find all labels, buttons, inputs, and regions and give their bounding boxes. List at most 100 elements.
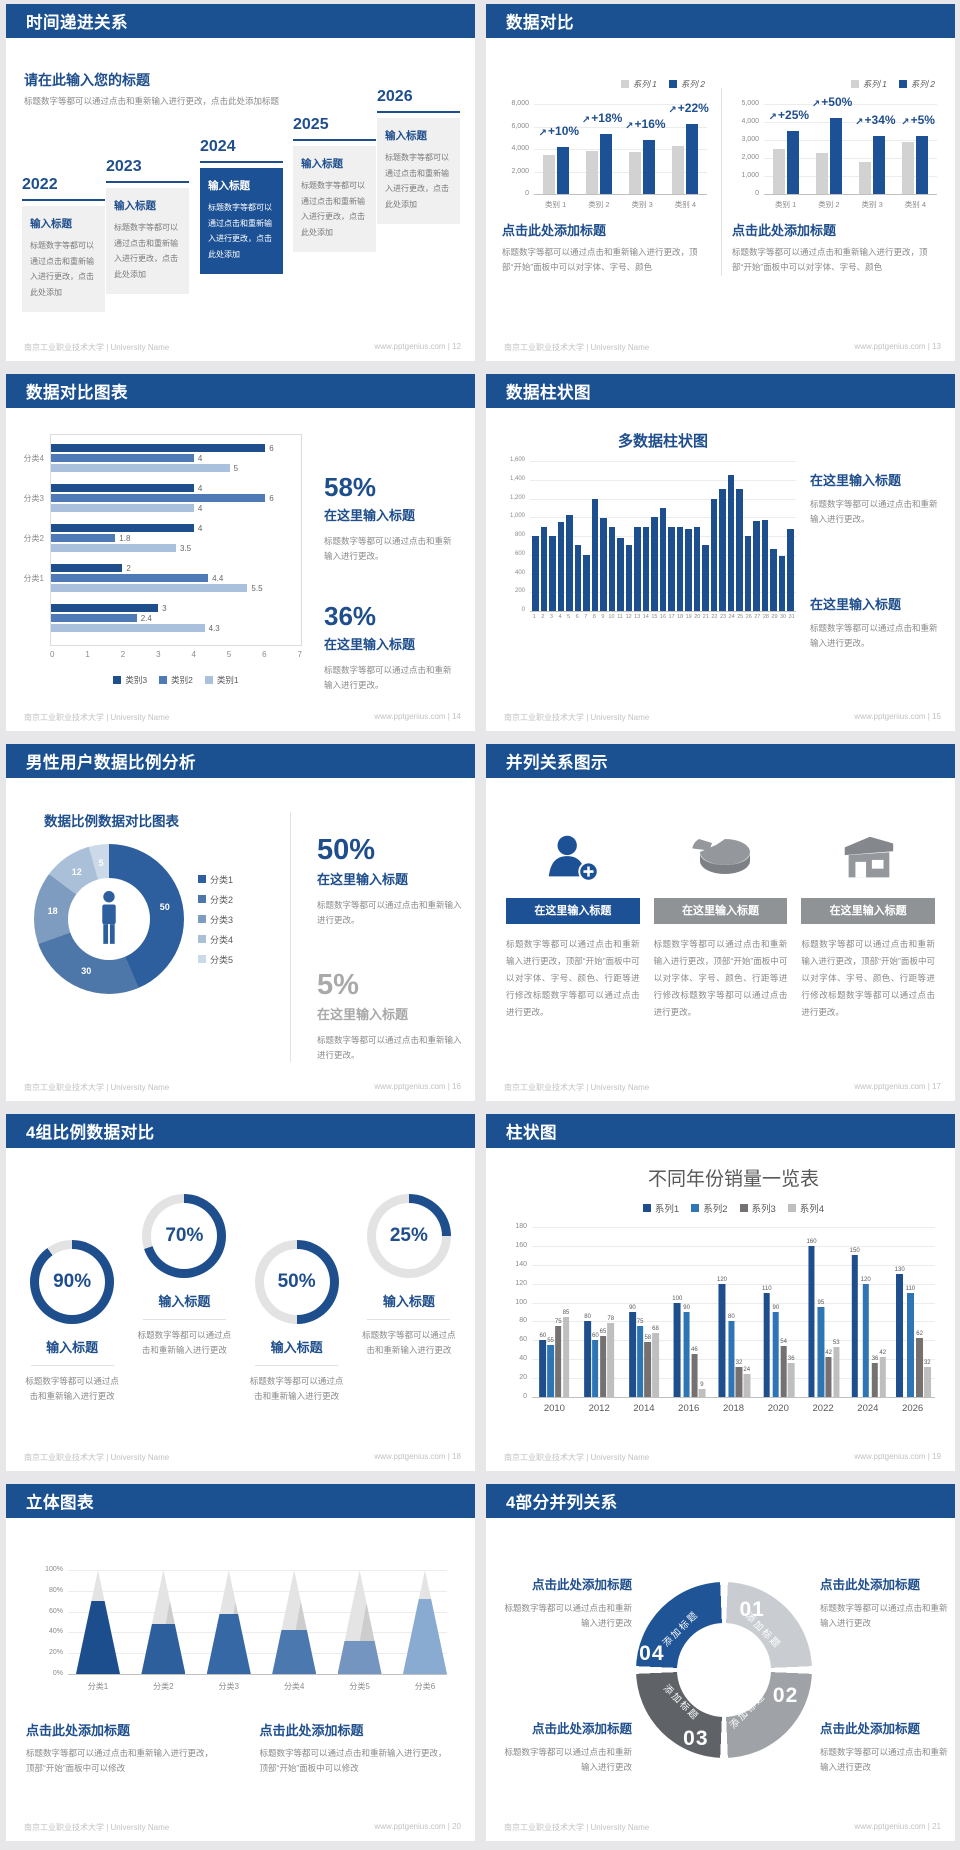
slide-ratio-rings[interactable]: 4组比例数据对比 90% 输入标题 标题数字等都可以通过点击和重新输入进行更改 … <box>6 1114 475 1471</box>
bar <box>676 526 684 611</box>
growth-label: ↗ +5% <box>901 113 935 128</box>
text-block: 在这里输入标题 标题数字等都可以通过点击和重新输入进行更改。 <box>810 594 940 652</box>
x-axis-labels: 1 2 3 4 5 6 7 8 9 10 11 12 13 14 15 16 17 18 19 20 21 22 23 24 2… <box>530 614 796 620</box>
chart-legend: 类别3 类别2 类别1 <box>50 671 302 689</box>
legend-swatch <box>204 676 213 684</box>
legend-label: 分类2 <box>210 894 234 905</box>
bar <box>896 1274 903 1397</box>
slide-male-ratio-analysis[interactable]: 男性用户数据比例分析 数据比例数据对比图表 <box>6 744 475 1101</box>
block-text: 标题数字等都可以通过点击和重新输入进行更改。 <box>810 622 938 648</box>
slide-column-chart[interactable]: 数据柱状图 多数据柱状图 1,600 1,400 1,200 1,000 800 600 4… <box>486 374 955 731</box>
growth-label: ↗ +25% <box>769 108 809 123</box>
pyramid <box>402 1570 447 1674</box>
bar-group: ↗ +10% 类别 1 <box>534 104 579 209</box>
growth-label: ↗ +50% <box>812 95 852 110</box>
stat-text: 标题数字等都可以通过点击和重新输入进行更改。 <box>324 664 452 690</box>
slide-data-comparison[interactable]: 数据对比 系列 1 系列 2 8,000 6,000 4,000 2,000 0 ↗ +10… <box>486 4 955 361</box>
timeline-year: 2026 <box>377 88 460 113</box>
footer-site: www.pptgenius.com <box>374 342 446 351</box>
bar-series2 <box>556 146 569 194</box>
timeline-item-2024-highlighted[interactable]: 2024 输入标题 标题数字等都可以通过点击和重新输入进行更改，点击此处添加 <box>200 138 283 274</box>
slide-data-comparison-chart[interactable]: 数据对比图表 6 4 5 分类4 4 6 4 分类3 4 1.8 3.5 分类2 2 4.4 5.5 分类1 3… <box>6 374 475 731</box>
hbar-group: 3 2.4 4.3 <box>51 603 301 643</box>
vertical-divider <box>721 88 722 276</box>
y-axis-tick: 8,000 <box>511 100 529 107</box>
legend-swatch <box>691 1204 700 1212</box>
bar <box>871 1363 879 1397</box>
hbar-row: 3 <box>51 603 301 613</box>
y-axis-tick: 40% <box>48 1628 63 1636</box>
bar-value-label: 42 <box>879 1350 887 1357</box>
progress-ring: 50% <box>254 1240 339 1324</box>
timeline-box: 输入标题 标题数字等都可以通过点击和重新输入进行更改，点击此处添加 <box>106 188 189 294</box>
bar-cell: 80 <box>728 1314 735 1397</box>
progress-ring: 90% <box>30 1240 115 1324</box>
x-axis-label: 分类1 <box>87 1682 109 1691</box>
x-axis-number: 10 <box>608 614 615 620</box>
timeline-item-2023[interactable]: 2023 输入标题 标题数字等都可以通过点击和重新输入进行更改，点击此处添加 <box>106 158 189 294</box>
slide-yearly-sales-chart[interactable]: 柱状图 不同年份销量一览表 系列1 系列2 系列3 系列4 180 160 140 120 1… <box>486 1114 955 1471</box>
x-axis-number: 17 <box>668 614 675 620</box>
slide-footer: 南京工业职业技术大学 | University Name www.pptgeni… <box>504 342 941 353</box>
bar-value-label: 80 <box>584 1314 591 1321</box>
timeline-item-2022[interactable]: 2022 输入标题 标题数字等都可以通过点击和重新输入进行更改，点击此处添加 <box>22 176 105 312</box>
grid-line <box>764 104 937 105</box>
footer-university: 南京工业职业技术大学 | University Name <box>24 343 170 352</box>
bar-cell: 36 <box>788 1356 795 1397</box>
hbar-value: 2.4 <box>140 613 152 623</box>
grid-line <box>764 140 937 141</box>
x-axis-number: 23 <box>719 614 727 620</box>
x-axis-label: 类别 4 <box>674 200 696 209</box>
bar-pair <box>629 104 656 194</box>
timeline-item-2025[interactable]: 2025 输入标题 标题数字等都可以通过点击和重新输入进行更改，点击此处添加 <box>293 116 376 252</box>
legend-item: 系列2 <box>691 1201 728 1215</box>
slide-content: 系列 1 系列 2 8,000 6,000 4,000 2,000 0 ↗ +10% 类别 1… <box>486 38 955 328</box>
bar-pair <box>902 104 929 194</box>
footer-university: 南京工业职业技术大学 | University Name <box>504 713 650 722</box>
bar-group: ↗ +16% 类别 3 <box>621 104 665 209</box>
slice-value: 18 <box>47 905 58 916</box>
timeline-box: 输入标题 标题数字等都可以通过点击和重新输入进行更改，点击此处添加 <box>200 168 283 274</box>
y-axis-tick: 120 <box>515 1279 527 1287</box>
hbar-fill <box>51 574 209 582</box>
hbar-value: 3.5 <box>180 543 192 553</box>
year-group: 80 60 65 78 2012 <box>577 1227 622 1414</box>
hbar-fill <box>51 444 266 452</box>
bar-value-label: 160 <box>806 1238 817 1245</box>
footer-site: www.pptgenius.com <box>854 1452 926 1461</box>
slide-parallel-relation[interactable]: 并列关系图示 在这里输入标题 标题数字等都可以通过点击和重新输入进行更改，顶部“… <box>486 744 955 1101</box>
x-axis-number: 20 <box>694 614 701 620</box>
hbar-row: 6 <box>51 493 301 503</box>
x-axis-number: 16 <box>659 614 667 620</box>
grid-line <box>68 1590 447 1592</box>
timeline-year: 2025 <box>293 116 376 141</box>
bar <box>735 1366 743 1397</box>
bar <box>591 498 599 611</box>
bar-cell: 68 <box>652 1326 659 1397</box>
legend-label: 分类5 <box>210 954 234 965</box>
x-axis-number: 19 <box>685 614 692 620</box>
slide-3d-chart[interactable]: 立体图表 100% 80% 60% 40% 20% 0% 分类1 分类2 分类3 分类4 分类5 分类… <box>6 1484 475 1841</box>
slide-four-part-relation[interactable]: 4部分并列关系 01 添加标题 02 添加标题 03 添加标题 04 添加标题 点击此处添加标… <box>486 1484 955 1841</box>
hbar-fill <box>51 534 116 542</box>
slide-title: 4组比例数据对比 <box>26 1124 155 1142</box>
stat-heading: 在这里输入标题 <box>317 872 409 887</box>
hbar-value: 6 <box>269 443 274 453</box>
slide-footer: 南京工业职业技术大学 | University Name www.pptgeni… <box>24 1452 461 1463</box>
slide-time-progression[interactable]: 时间递进关系 请在此输入您的标题 标题数字等都可以通过点击和重新输入进行更改，点… <box>6 4 475 361</box>
slide-title: 男性用户数据比例分析 <box>26 754 196 772</box>
bar-cell: 100 <box>672 1296 682 1397</box>
timeline-item-2026[interactable]: 2026 输入标题 标题数字等都可以通过点击和重新输入进行更改，点击此处添加 <box>377 88 460 224</box>
stat-block: 58% 在这里输入标题 标题数字等都可以通过点击和重新输入进行更改。 <box>324 472 458 565</box>
arrow-up-right-icon: ↗ <box>855 117 864 129</box>
x-axis-label: 2024 <box>857 1403 879 1414</box>
y-axis-tick: 0 <box>755 190 759 197</box>
corner-text-block: 点击此处添加标题 标题数字等都可以通过点击和重新输入进行更改 <box>502 1574 632 1632</box>
grid-line <box>532 1227 935 1228</box>
slide-title-bar: 并列关系图示 <box>486 744 955 778</box>
slice-value: 50 <box>159 902 170 913</box>
bar-cell: 54 <box>780 1339 787 1397</box>
bar-cell: 32 <box>735 1360 743 1397</box>
timeline-box: 输入标题 标题数字等都可以通过点击和重新输入进行更改，点击此处添加 <box>377 118 460 224</box>
hbar-row: 1.8 <box>51 533 301 543</box>
